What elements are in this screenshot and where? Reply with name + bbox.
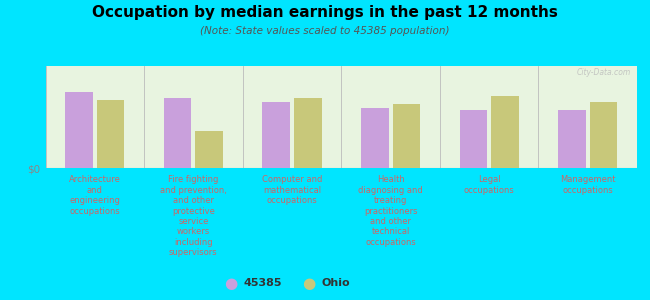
Text: ●: ● [224, 276, 237, 291]
Text: 45385: 45385 [244, 278, 282, 289]
Text: Occupation by median earnings in the past 12 months: Occupation by median earnings in the pas… [92, 4, 558, 20]
Bar [491, 96, 519, 168]
Text: City-Data.com: City-Data.com [577, 68, 631, 77]
Bar [294, 98, 322, 168]
Text: (Note: State values scaled to 45385 population): (Note: State values scaled to 45385 popu… [200, 26, 450, 35]
Bar [460, 110, 487, 168]
Bar [393, 104, 420, 168]
Bar [97, 100, 124, 168]
Text: Legal
occupations: Legal occupations [463, 176, 515, 195]
Text: ●: ● [302, 276, 315, 291]
Bar [558, 110, 586, 168]
Bar [361, 108, 389, 168]
Text: Management
occupations: Management occupations [560, 176, 616, 195]
Text: Computer and
mathematical
occupations: Computer and mathematical occupations [262, 176, 322, 205]
Bar [590, 102, 618, 168]
Text: Ohio: Ohio [322, 278, 350, 289]
Bar [263, 102, 290, 168]
Text: Fire fighting
and prevention,
and other
protective
service
workers
including
sup: Fire fighting and prevention, and other … [160, 176, 227, 257]
Text: Architecture
and
engineering
occupations: Architecture and engineering occupations [69, 176, 121, 216]
Bar [164, 98, 191, 168]
Bar [65, 92, 93, 168]
Text: Health
diagnosing and
treating
practitioners
and other
technical
occupations: Health diagnosing and treating practitio… [358, 176, 423, 247]
Bar [196, 131, 223, 168]
